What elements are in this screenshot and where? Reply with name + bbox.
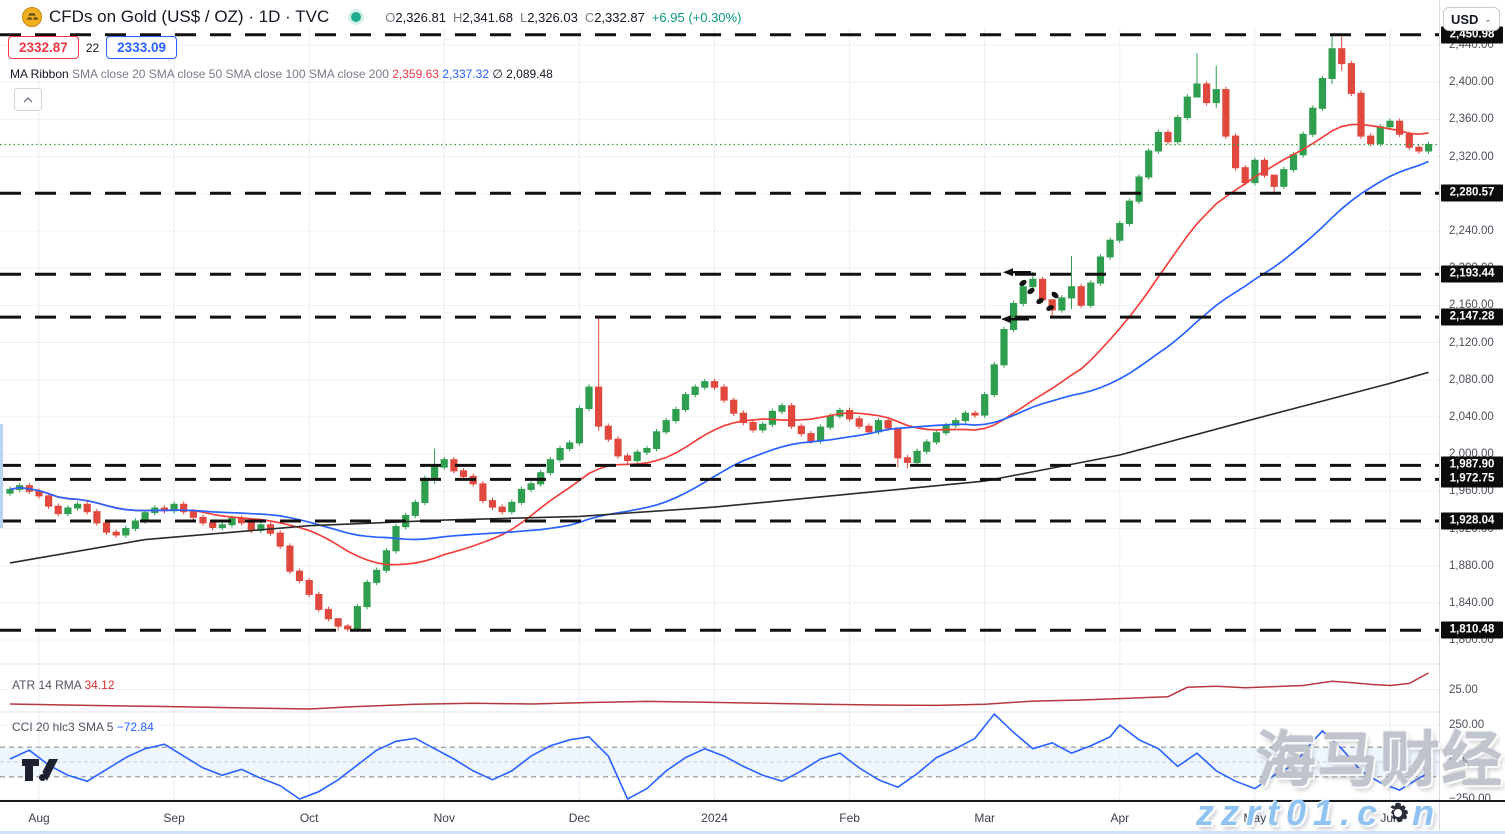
time-tick-Nov: Nov bbox=[433, 811, 455, 825]
price-tick: 1,840.00 bbox=[1449, 596, 1494, 609]
price-tick: 2,240.00 bbox=[1449, 224, 1494, 237]
atr-value: 34.12 bbox=[84, 678, 115, 692]
axis-corner bbox=[1439, 802, 1505, 834]
sell-price-button[interactable]: 2332.87 bbox=[8, 36, 79, 59]
price-level-label: 1,972.75 bbox=[1441, 470, 1503, 488]
cci-tick: 0.00 bbox=[1449, 756, 1472, 768]
tradingview-logo[interactable] bbox=[20, 756, 60, 784]
cci-tick: 250.00 bbox=[1449, 719, 1485, 731]
currency-label: USD bbox=[1451, 11, 1479, 27]
atr-tick: 25.00 bbox=[1449, 683, 1478, 696]
price-level-label: 2,147.28 bbox=[1441, 308, 1503, 326]
ma-ribbon-label: MA Ribbon bbox=[10, 67, 69, 81]
ma-ribbon-value-sma20: 2,359.63 bbox=[392, 67, 439, 81]
atr-label: ATR 14 RMA bbox=[12, 678, 82, 692]
ma-ribbon-params: SMA close 20 SMA close 50 SMA close 100 … bbox=[72, 67, 389, 81]
time-axis[interactable]: Aug Sep Oct Nov Dec 2024 Feb Mar Apr May Jun bbox=[0, 800, 1505, 834]
price-tick: 2,360.00 bbox=[1449, 113, 1494, 126]
price-tick: 2,160.00 bbox=[1449, 299, 1494, 312]
ohlc-values: O2,326.81 H2,341.68 L2,326.03 C2,332.87 +6.9… bbox=[385, 9, 742, 25]
ma-ribbon-legend[interactable]: MA Ribbon SMA close 20 SMA close 50 SMA … bbox=[10, 67, 553, 81]
cci-legend[interactable]: CCI 20 hlc3 SMA 5 −72.84 bbox=[12, 720, 154, 734]
price-tick: 1,960.00 bbox=[1449, 485, 1494, 498]
spread-value: 22 bbox=[78, 39, 107, 56]
time-tick-May: May bbox=[1243, 811, 1267, 825]
cci-value: −72.84 bbox=[116, 720, 154, 734]
collapse-indicators-button[interactable] bbox=[14, 88, 42, 111]
time-tick-Aug: Aug bbox=[28, 811, 50, 825]
buy-price-button[interactable]: 2333.09 bbox=[106, 36, 177, 59]
time-tick-Sep: Sep bbox=[163, 811, 185, 825]
price-level-label: 2,193.44 bbox=[1441, 265, 1503, 283]
price-tick: 2,120.00 bbox=[1449, 336, 1494, 349]
price-tick: 2,320.00 bbox=[1449, 150, 1494, 163]
price-tick: 2,040.00 bbox=[1449, 410, 1494, 423]
market-open-indicator bbox=[351, 12, 362, 22]
price-level-label: 1,987.90 bbox=[1441, 456, 1503, 474]
price-tick: 1,880.00 bbox=[1449, 559, 1494, 572]
price-tick: 2,400.00 bbox=[1449, 76, 1494, 89]
ma-ribbon-value-avg: ∅ 2,089.48 bbox=[492, 67, 553, 81]
time-tick-Feb: Feb bbox=[839, 811, 860, 825]
symbol-title[interactable]: CFDs on Gold (US$ / OZ) · 1D · TVC bbox=[49, 7, 330, 26]
chevron-up-icon bbox=[23, 96, 33, 102]
price-change: +6.95 (+0.30%) bbox=[651, 9, 742, 25]
chevron-down-icon: ⌄ bbox=[1483, 13, 1492, 25]
chart-header: CFDs on Gold (US$ / OZ) · 1D · TVC O2,32… bbox=[22, 4, 741, 30]
price-level-label: 2,280.57 bbox=[1441, 184, 1503, 202]
price-tick: 2,080.00 bbox=[1449, 373, 1494, 386]
time-tick-Dec: Dec bbox=[568, 811, 591, 825]
ma-ribbon-value-sma50: 2,337.32 bbox=[442, 67, 490, 81]
time-tick-Apr: Apr bbox=[1110, 811, 1130, 825]
bottom-strip bbox=[0, 831, 1505, 834]
price-level-label: 1,810.48 bbox=[1441, 621, 1503, 639]
time-tick-Jun: Jun bbox=[1380, 811, 1400, 825]
atr-legend[interactable]: ATR 14 RMA 34.12 bbox=[12, 678, 115, 692]
time-tick-Oct: Oct bbox=[299, 811, 319, 825]
time-tick-Mar: Mar bbox=[974, 811, 996, 825]
time-tick-2024: 2024 bbox=[701, 811, 728, 825]
currency-selector[interactable]: USD ⌄ bbox=[1443, 7, 1500, 31]
cci-label: CCI 20 hlc3 SMA 5 bbox=[12, 720, 114, 734]
price-axis[interactable]: 1,800.001,840.001,880.001,920.001,960.00… bbox=[1439, 0, 1505, 805]
gold-instrument-logo bbox=[22, 7, 42, 27]
quote-panel: 2332.87 22 2333.09 bbox=[8, 36, 177, 59]
left-edge-artifact bbox=[0, 424, 3, 528]
price-level-label: 1,928.04 bbox=[1441, 512, 1503, 530]
